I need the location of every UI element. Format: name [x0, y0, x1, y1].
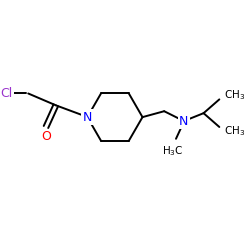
Text: CH$_3$: CH$_3$: [224, 124, 246, 138]
Text: H$_3$C: H$_3$C: [162, 144, 184, 158]
Text: CH$_3$: CH$_3$: [224, 88, 246, 102]
Text: O: O: [41, 130, 51, 143]
Text: N: N: [83, 110, 92, 124]
Text: Cl: Cl: [0, 87, 13, 100]
Text: N: N: [179, 114, 188, 128]
